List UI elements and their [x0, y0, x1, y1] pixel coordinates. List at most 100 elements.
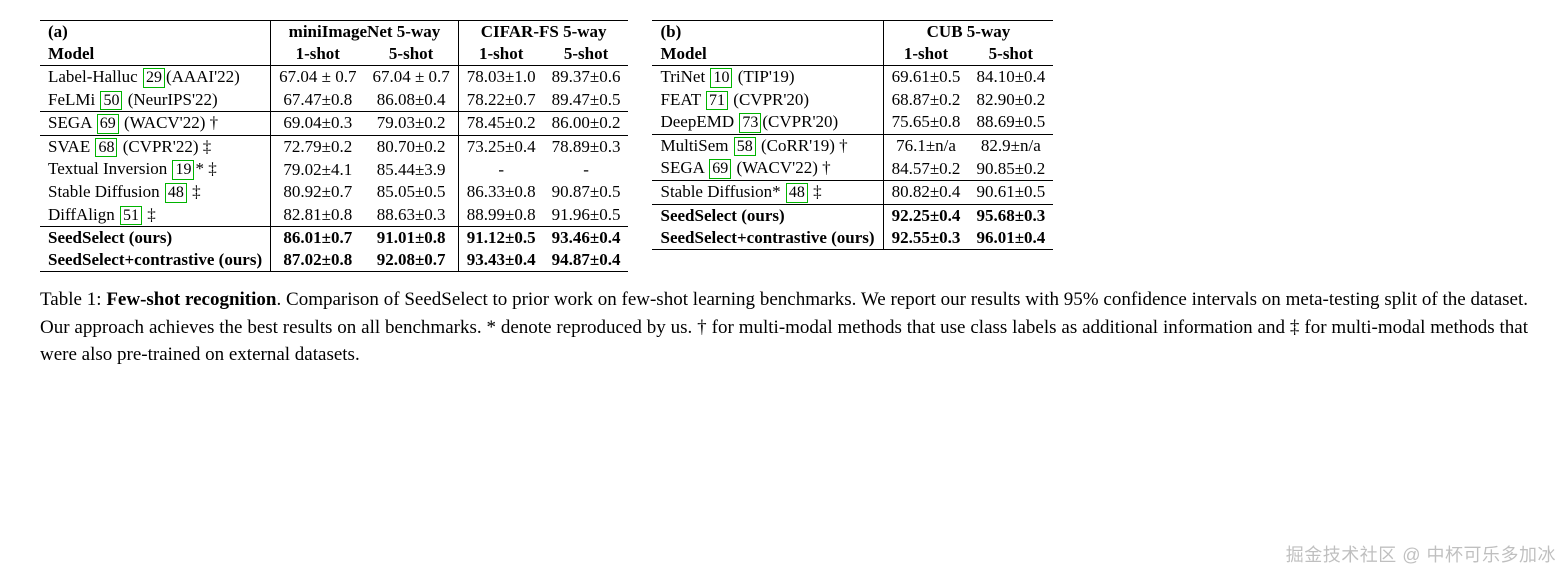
value-cell: 78.45±0.2	[458, 112, 543, 136]
model-cell: SVAE 68 (CVPR'22) ‡	[40, 135, 271, 158]
table-row: SeedSelect (ours)86.01±0.791.01±0.891.12…	[40, 227, 628, 250]
model-cell: FeLMi 50 (NeurIPS'22)	[40, 89, 271, 112]
hdr-b-c1: 1-shot	[883, 43, 968, 66]
table-row: Textual Inversion 19* ‡79.02±4.185.44±3.…	[40, 158, 628, 181]
citation-ref[interactable]: 73	[739, 113, 761, 133]
table-row: SeedSelect (ours)92.25±0.495.68±0.3	[652, 204, 1053, 227]
value-cell: 91.96±0.5	[544, 204, 629, 227]
value-cell: 78.89±0.3	[544, 135, 629, 158]
value-cell: 73.25±0.4	[458, 135, 543, 158]
table-row: Stable Diffusion* 48 ‡80.82±0.490.61±0.5	[652, 180, 1053, 204]
model-cell: Stable Diffusion 48 ‡	[40, 181, 271, 204]
table-row: Label-Halluc 29(AAAI'22)67.04 ± 0.767.04…	[40, 66, 628, 89]
table-row: SEGA 69 (WACV'22) †69.04±0.379.03±0.278.…	[40, 112, 628, 136]
citation-ref[interactable]: 71	[706, 91, 728, 111]
value-cell: 85.44±3.9	[364, 158, 458, 181]
value-cell: 90.87±0.5	[544, 181, 629, 204]
colgroup-cifarfs: CIFAR-FS 5-way	[458, 21, 628, 44]
value-cell: 88.69±0.5	[968, 111, 1053, 134]
table-row: FeLMi 50 (NeurIPS'22)67.47±0.886.08±0.47…	[40, 89, 628, 112]
value-cell: 82.81±0.8	[271, 204, 365, 227]
table-a: (a) miniImageNet 5-way CIFAR-FS 5-way Mo…	[40, 20, 628, 272]
value-cell: 82.90±0.2	[968, 89, 1053, 112]
model-header-b: Model	[652, 43, 883, 66]
value-cell: 91.12±0.5	[458, 227, 543, 250]
citation-ref[interactable]: 29	[143, 68, 165, 88]
citation-ref[interactable]: 48	[786, 183, 808, 203]
value-cell: 67.47±0.8	[271, 89, 365, 112]
citation-ref[interactable]: 48	[165, 183, 187, 203]
value-cell: 96.01±0.4	[968, 227, 1053, 250]
colgroup-miniimagenet: miniImageNet 5-way	[271, 21, 459, 44]
value-cell: 95.68±0.3	[968, 204, 1053, 227]
value-cell: 92.08±0.7	[364, 249, 458, 272]
value-cell: 86.01±0.7	[271, 227, 365, 250]
citation-ref[interactable]: 10	[710, 68, 732, 88]
citation-ref[interactable]: 50	[100, 91, 122, 111]
value-cell: 69.04±0.3	[271, 112, 365, 136]
table-row: SEGA 69 (WACV'22) †84.57±0.290.85±0.2	[652, 157, 1053, 180]
model-cell: DiffAlign 51 ‡	[40, 204, 271, 227]
table-row: FEAT 71 (CVPR'20)68.87±0.282.90±0.2	[652, 89, 1053, 112]
model-cell: SeedSelect+contrastive (ours)	[652, 227, 883, 250]
citation-ref[interactable]: 19	[172, 160, 194, 180]
value-cell: 68.87±0.2	[883, 89, 968, 112]
hdr-a-c5: 5-shot	[544, 43, 629, 66]
citation-ref[interactable]: 69	[709, 159, 731, 179]
model-header-a: Model	[40, 43, 271, 66]
value-cell: 88.99±0.8	[458, 204, 543, 227]
panel-label-a: (a)	[40, 21, 271, 44]
value-cell: 84.57±0.2	[883, 157, 968, 180]
watermark: 掘金技术社区 @ 中杯可乐多加冰	[1286, 541, 1556, 567]
value-cell: 90.85±0.2	[968, 157, 1053, 180]
value-cell: -	[458, 158, 543, 181]
citation-ref[interactable]: 58	[734, 137, 756, 157]
table-row: SeedSelect+contrastive (ours)87.02±0.892…	[40, 249, 628, 272]
value-cell: 88.63±0.3	[364, 204, 458, 227]
model-cell: FEAT 71 (CVPR'20)	[652, 89, 883, 112]
value-cell: 87.02±0.8	[271, 249, 365, 272]
model-cell: SEGA 69 (WACV'22) †	[652, 157, 883, 180]
model-cell: MultiSem 58 (CoRR'19) †	[652, 134, 883, 157]
value-cell: 92.55±0.3	[883, 227, 968, 250]
hdr-a-m5: 5-shot	[364, 43, 458, 66]
citation-ref[interactable]: 68	[95, 138, 117, 158]
value-cell: 86.33±0.8	[458, 181, 543, 204]
hdr-a-m1: 1-shot	[271, 43, 365, 66]
table-row: TriNet 10 (TIP'19)69.61±0.584.10±0.4	[652, 66, 1053, 89]
model-cell: TriNet 10 (TIP'19)	[652, 66, 883, 89]
value-cell: 82.9±n/a	[968, 134, 1053, 157]
value-cell: 86.00±0.2	[544, 112, 629, 136]
hdr-a-c1: 1-shot	[458, 43, 543, 66]
value-cell: 91.01±0.8	[364, 227, 458, 250]
model-cell: Stable Diffusion* 48 ‡	[652, 180, 883, 204]
value-cell: 89.47±0.5	[544, 89, 629, 112]
citation-ref[interactable]: 51	[120, 206, 142, 226]
model-cell: SeedSelect (ours)	[40, 227, 271, 250]
value-cell: 86.08±0.4	[364, 89, 458, 112]
value-cell: 76.1±n/a	[883, 134, 968, 157]
table-row: DiffAlign 51 ‡82.81±0.888.63±0.388.99±0.…	[40, 204, 628, 227]
table-row: DeepEMD 73(CVPR'20)75.65±0.888.69±0.5	[652, 111, 1053, 134]
caption-title: Few-shot recognition	[106, 289, 276, 310]
citation-ref[interactable]: 69	[97, 114, 119, 134]
value-cell: 94.87±0.4	[544, 249, 629, 272]
value-cell: 80.70±0.2	[364, 135, 458, 158]
value-cell: 93.43±0.4	[458, 249, 543, 272]
value-cell: -	[544, 158, 629, 181]
model-cell: Textual Inversion 19* ‡	[40, 158, 271, 181]
table-row: MultiSem 58 (CoRR'19) †76.1±n/a82.9±n/a	[652, 134, 1053, 157]
panel-label-b: (b)	[652, 21, 883, 44]
model-cell: SeedSelect+contrastive (ours)	[40, 249, 271, 272]
model-cell: Label-Halluc 29(AAAI'22)	[40, 66, 271, 89]
value-cell: 78.03±1.0	[458, 66, 543, 89]
model-cell: DeepEMD 73(CVPR'20)	[652, 111, 883, 134]
value-cell: 85.05±0.5	[364, 181, 458, 204]
table-row: SVAE 68 (CVPR'22) ‡72.79±0.280.70±0.273.…	[40, 135, 628, 158]
value-cell: 78.22±0.7	[458, 89, 543, 112]
value-cell: 72.79±0.2	[271, 135, 365, 158]
value-cell: 89.37±0.6	[544, 66, 629, 89]
value-cell: 92.25±0.4	[883, 204, 968, 227]
value-cell: 79.03±0.2	[364, 112, 458, 136]
colgroup-cub: CUB 5-way	[883, 21, 1053, 44]
